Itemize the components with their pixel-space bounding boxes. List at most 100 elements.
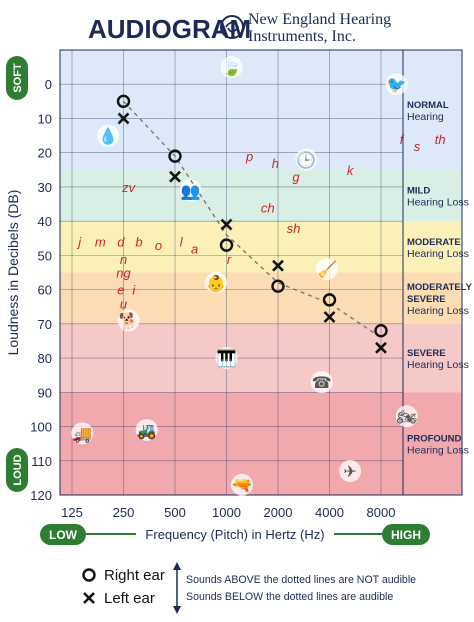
dog-icon-bg <box>117 309 140 332</box>
baby-icon-glyph: 👶 <box>206 274 226 293</box>
speech-sound-label: k <box>347 163 355 178</box>
x-tick-label: 250 <box>113 505 135 520</box>
right-ear-marker <box>374 323 388 338</box>
speech-sound-label: zv <box>121 180 137 195</box>
phone-icon: ☎ <box>310 371 333 394</box>
gun-icon-glyph: 🔫 <box>232 476 252 495</box>
hearing-level-label: Hearing Loss <box>407 445 469 457</box>
dog-icon-glyph: 🐕 <box>119 311 139 330</box>
left-ear-marker-stroke <box>323 311 336 323</box>
speech-sound-label: s <box>414 139 421 154</box>
speech-sound-label: l <box>180 235 184 250</box>
x-tick-label: 1000 <box>212 505 241 520</box>
vacuum-icon-glyph: 🧹 <box>317 260 337 279</box>
y-tick-label: 90 <box>38 385 52 400</box>
low-label: LOW <box>49 528 78 542</box>
dog-icon: 🐕 <box>117 309 140 332</box>
low-pill <box>40 524 86 545</box>
left-ear-marker <box>323 311 336 323</box>
left-ear-marker-stroke <box>272 259 284 272</box>
hearing-level-label: Hearing Loss <box>407 359 469 371</box>
speech-sound-label: sh <box>287 221 301 236</box>
clock-icon-bg <box>295 148 318 171</box>
water-drip-icon: 💧 <box>97 124 120 147</box>
y-tick-label: 0 <box>45 77 52 92</box>
left-ear-marker <box>375 341 387 354</box>
speech-sound-label: n <box>120 252 127 267</box>
hearing-level-label: SEVERE <box>407 348 446 359</box>
hearing-band <box>60 50 462 170</box>
people-talking-icon: 👥 <box>179 179 202 202</box>
hearing-level-label: Hearing Loss <box>407 196 469 208</box>
speech-sound-label: ch <box>261 200 275 215</box>
legend-right-ear-symbol <box>82 568 96 582</box>
left-ear-marker-stroke <box>117 112 130 125</box>
y-tick-label: 50 <box>38 248 52 263</box>
hearing-level-label: PROFOUND <box>407 434 462 445</box>
speech-sound-label: o <box>155 238 162 253</box>
legend-left-ear-label: Left ear <box>104 590 155 607</box>
left-ear-marker <box>220 218 233 231</box>
hearing-band <box>60 221 462 273</box>
hearing-level-label: Hearing <box>407 111 444 123</box>
speech-sound-label: ng <box>116 266 131 281</box>
hearing-level-label: NORMAL <box>407 100 449 111</box>
arrow-up-icon <box>173 562 181 570</box>
motorcycle-icon-bg <box>395 405 418 428</box>
phone-icon-bg <box>310 371 333 394</box>
truck-icon: 🚚 <box>71 422 94 445</box>
hearing-level-label: Hearing Loss <box>407 248 469 260</box>
x-tick-label: 2000 <box>264 505 293 520</box>
gun-icon: 🔫 <box>230 473 253 496</box>
bird-icon: 🐦 <box>385 73 408 96</box>
left-ear-marker-stroke <box>375 341 387 354</box>
brand-logo-icon <box>220 15 244 39</box>
speech-sound-label: u <box>120 296 127 311</box>
baby-icon: 👶 <box>205 271 228 294</box>
speech-sound-label: i <box>132 283 136 298</box>
airplane-icon-glyph: ✈ <box>343 462 356 481</box>
lawnmower-icon: 🚜 <box>135 418 158 441</box>
water-drip-icon-glyph: 💧 <box>98 127 118 146</box>
legend-left-ear-symbol <box>83 592 95 604</box>
right-ear-marker <box>116 94 131 109</box>
y-axis-label: Loudness in Decibels (DB) <box>5 190 21 356</box>
y-tick-label: 10 <box>38 111 52 126</box>
chart-title: AUDIOGRAM <box>88 14 251 44</box>
audibility-dotted-line <box>122 100 382 339</box>
speech-sound-label: e <box>117 283 124 298</box>
vacuum-icon: 🧹 <box>315 258 338 281</box>
y-tick-label: 40 <box>38 214 52 229</box>
lawnmower-icon-glyph: 🚜 <box>137 421 157 440</box>
piano-icon-glyph: 🎹 <box>217 349 237 368</box>
x-tick-label: 8000 <box>367 505 396 520</box>
hearing-level-label: MILD <box>407 185 430 196</box>
people-talking-icon-bg <box>179 179 202 202</box>
high-pill <box>382 524 430 545</box>
bird-icon-bg <box>385 73 408 96</box>
hearing-level-label: MODERATE <box>407 237 461 248</box>
speech-sound-label: a <box>191 242 198 257</box>
brand-name-line2: Instruments, Inc. <box>248 28 356 45</box>
y-tick-label: 80 <box>38 351 52 366</box>
vacuum-icon-bg <box>315 258 338 281</box>
leaves-icon: 🍃 <box>220 56 243 79</box>
piano-icon-bg <box>215 347 238 370</box>
left-ear-marker <box>117 112 130 125</box>
bird-icon-glyph: 🐦 <box>386 75 406 94</box>
left-ear-marker <box>169 170 181 183</box>
high-label: HIGH <box>391 528 421 542</box>
phone-icon-glyph: ☎ <box>312 373 332 392</box>
left-ear-marker-stroke <box>169 170 181 183</box>
y-tick-label: 100 <box>30 420 52 435</box>
y-tick-label: 60 <box>38 283 52 298</box>
speech-sound-label: h <box>272 156 279 171</box>
speech-sound-label: r <box>227 252 232 267</box>
x-axis-label: Frequency (Pitch) in Hertz (Hz) <box>145 527 324 542</box>
loud-pill <box>6 448 28 492</box>
left-ear-marker-stroke <box>220 218 233 231</box>
leaves-icon-bg <box>220 56 243 79</box>
clock-icon: 🕒 <box>295 148 318 171</box>
truck-icon-bg <box>71 422 94 445</box>
x-tick-label: 4000 <box>315 505 344 520</box>
